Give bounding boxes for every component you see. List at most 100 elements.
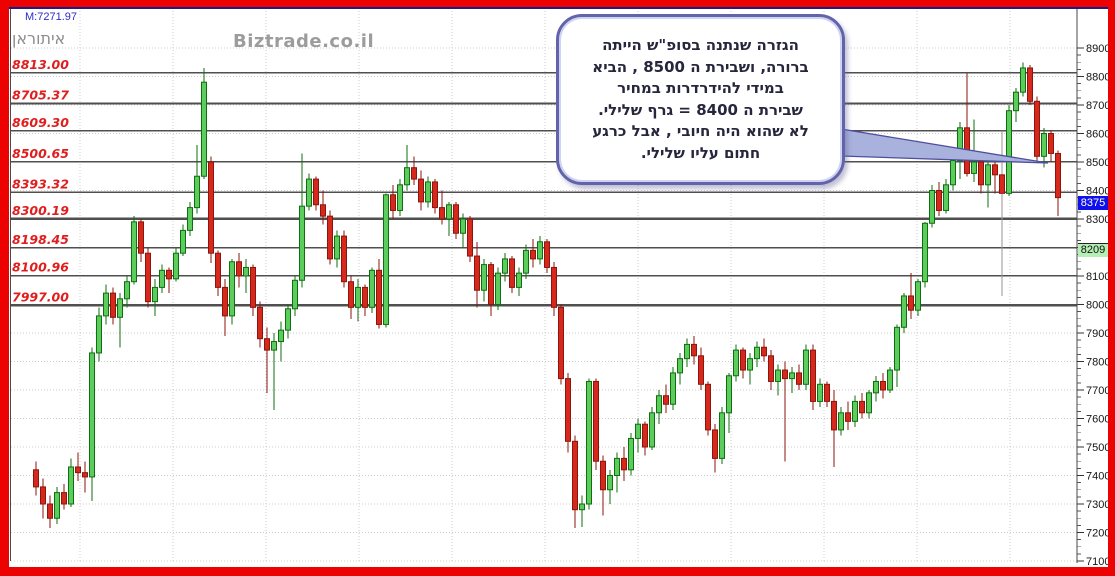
- candle-body[interactable]: [663, 395, 669, 405]
- candle-body[interactable]: [761, 346, 767, 357]
- candle-body[interactable]: [1006, 110, 1012, 194]
- candle-body[interactable]: [495, 272, 501, 305]
- candle-body[interactable]: [103, 292, 109, 317]
- candle-body[interactable]: [166, 269, 172, 280]
- candle-body[interactable]: [733, 349, 739, 377]
- candle-body[interactable]: [726, 375, 732, 414]
- candle-body[interactable]: [572, 440, 578, 511]
- candle-body[interactable]: [341, 235, 347, 283]
- candle-body[interactable]: [432, 181, 438, 209]
- candle-body[interactable]: [96, 315, 102, 354]
- candle-body[interactable]: [327, 215, 333, 260]
- candle-body[interactable]: [131, 221, 137, 283]
- candle-body[interactable]: [68, 466, 74, 505]
- candle-body[interactable]: [810, 349, 816, 402]
- candle-body[interactable]: [579, 503, 585, 511]
- candle-body[interactable]: [292, 279, 298, 310]
- candle-body[interactable]: [859, 400, 865, 414]
- candle-body[interactable]: [817, 383, 823, 402]
- candle-body[interactable]: [768, 355, 774, 382]
- candle-body[interactable]: [845, 412, 851, 422]
- candle-body[interactable]: [117, 298, 123, 318]
- candle-body[interactable]: [747, 358, 753, 371]
- candle-body[interactable]: [474, 255, 480, 291]
- candle-body[interactable]: [362, 286, 368, 308]
- candle-body[interactable]: [628, 437, 634, 471]
- candle-body[interactable]: [250, 266, 256, 308]
- candle-body[interactable]: [719, 412, 725, 459]
- candle-body[interactable]: [1041, 133, 1047, 157]
- candle-body[interactable]: [880, 380, 886, 391]
- candle-body[interactable]: [264, 338, 270, 351]
- candle-body[interactable]: [908, 295, 914, 311]
- candle-body[interactable]: [922, 222, 928, 283]
- candle-body[interactable]: [803, 349, 809, 385]
- candle-body[interactable]: [285, 308, 291, 331]
- candle-body[interactable]: [334, 235, 340, 260]
- candle-body[interactable]: [222, 286, 228, 317]
- candle-body[interactable]: [656, 395, 662, 414]
- candle-body[interactable]: [1055, 152, 1061, 199]
- candle-body[interactable]: [593, 380, 599, 462]
- candle-body[interactable]: [894, 326, 900, 371]
- candle-body[interactable]: [383, 194, 389, 325]
- candle-body[interactable]: [355, 286, 361, 308]
- candle-body[interactable]: [971, 161, 977, 174]
- candle-body[interactable]: [621, 457, 627, 471]
- candle-body[interactable]: [33, 469, 39, 488]
- candle-body[interactable]: [551, 266, 557, 308]
- candle-body[interactable]: [635, 423, 641, 439]
- candle-body[interactable]: [649, 412, 655, 448]
- candle-body[interactable]: [110, 292, 116, 318]
- candle-body[interactable]: [411, 167, 417, 180]
- candle-body[interactable]: [992, 164, 998, 176]
- candle-body[interactable]: [985, 164, 991, 186]
- candle-body[interactable]: [425, 181, 431, 203]
- candle-body[interactable]: [299, 205, 305, 281]
- candle-body[interactable]: [404, 167, 410, 186]
- candle-body[interactable]: [467, 218, 473, 257]
- candle-body[interactable]: [215, 252, 221, 288]
- candle-body[interactable]: [586, 380, 592, 505]
- candle-body[interactable]: [558, 306, 564, 380]
- candle-body[interactable]: [180, 229, 186, 254]
- candle-body[interactable]: [376, 269, 382, 325]
- candle-body[interactable]: [705, 383, 711, 431]
- candle-body[interactable]: [138, 221, 144, 254]
- candle-body[interactable]: [173, 252, 179, 280]
- candle-body[interactable]: [901, 295, 907, 328]
- candle-body[interactable]: [740, 349, 746, 371]
- candle-body[interactable]: [754, 346, 760, 360]
- candle-body[interactable]: [453, 204, 459, 234]
- candle-body[interactable]: [943, 184, 949, 211]
- candle-body[interactable]: [782, 369, 788, 380]
- candle-body[interactable]: [866, 392, 872, 414]
- candle-body[interactable]: [229, 261, 235, 317]
- candle-body[interactable]: [873, 380, 879, 394]
- candle-body[interactable]: [852, 400, 858, 422]
- candle-body[interactable]: [320, 204, 326, 217]
- candle-body[interactable]: [257, 306, 263, 340]
- candlestick-plot[interactable]: 7100 7200 7300 7400 7500 7600 7700 7800 7900 8000…: [9, 9, 1108, 567]
- candle-body[interactable]: [523, 249, 529, 274]
- candle-body[interactable]: [789, 372, 795, 380]
- candle-body[interactable]: [978, 161, 984, 186]
- candle-body[interactable]: [1027, 67, 1033, 102]
- candle-body[interactable]: [271, 341, 277, 351]
- candle-body[interactable]: [208, 161, 214, 254]
- candle-body[interactable]: [1034, 100, 1040, 157]
- candle-body[interactable]: [691, 343, 697, 357]
- candle-body[interactable]: [950, 160, 956, 186]
- candle-body[interactable]: [54, 492, 60, 519]
- candle-body[interactable]: [201, 81, 207, 177]
- candle-body[interactable]: [278, 329, 284, 343]
- candle-body[interactable]: [145, 252, 151, 303]
- candle-body[interactable]: [698, 355, 704, 385]
- candle-body[interactable]: [565, 378, 571, 442]
- candle-body[interactable]: [642, 423, 648, 448]
- candle-body[interactable]: [194, 175, 200, 209]
- candle-body[interactable]: [677, 358, 683, 374]
- candle-body[interactable]: [306, 178, 312, 207]
- candle-body[interactable]: [390, 194, 396, 211]
- candle-body[interactable]: [670, 372, 676, 405]
